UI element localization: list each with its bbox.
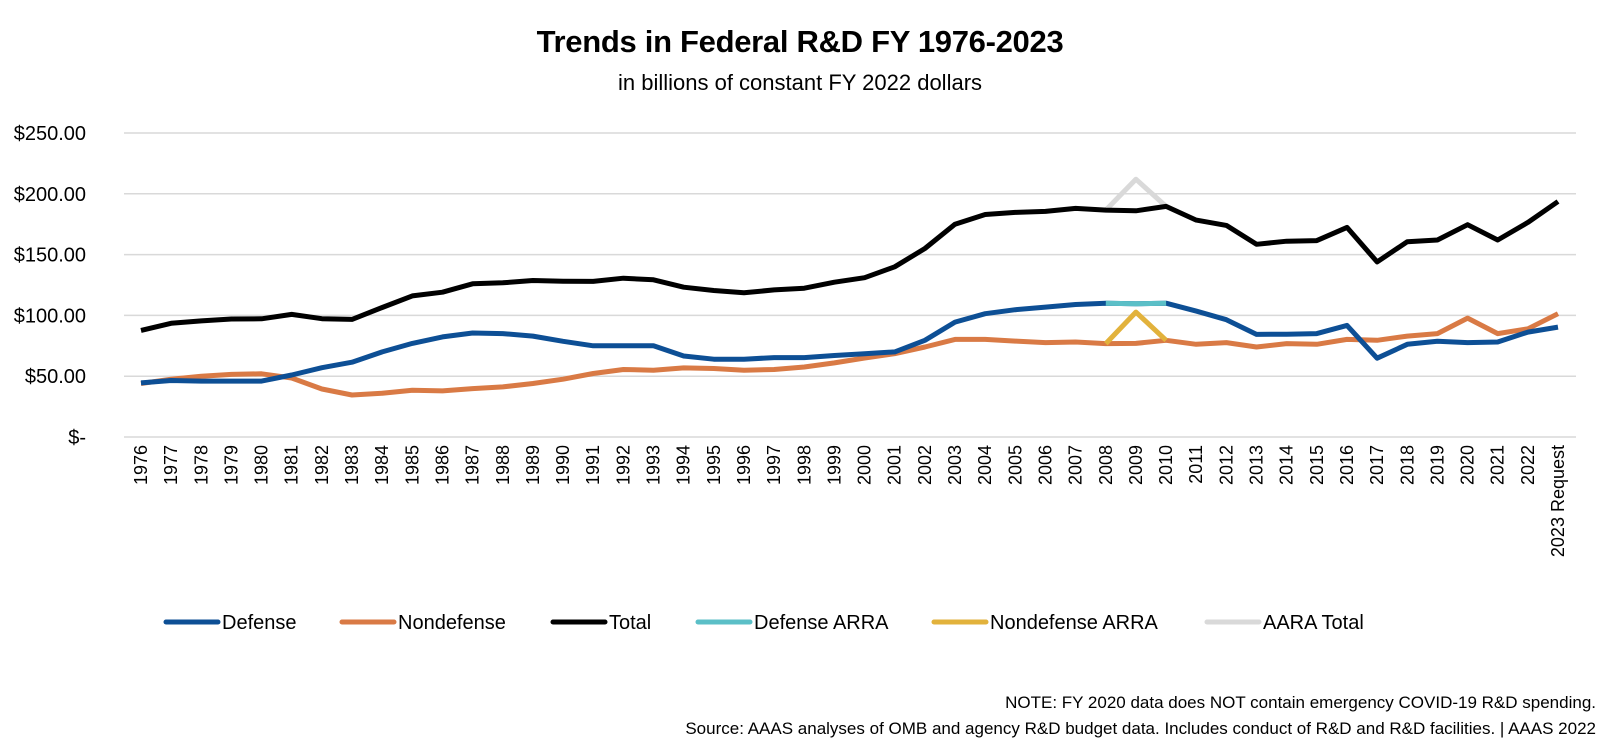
x-tick-label: 1977: [161, 445, 181, 485]
x-tick-label: 2009: [1126, 445, 1146, 485]
y-tick-label: $50.00: [25, 366, 86, 388]
y-tick-label: $250.00: [14, 123, 86, 145]
gridlines: [124, 132, 1576, 438]
x-tick-label: 2020: [1458, 445, 1478, 485]
x-tick-label: 2013: [1247, 445, 1267, 485]
x-tick-label: 1987: [463, 445, 483, 485]
x-tick-label: 1998: [794, 445, 814, 485]
x-tick-label: 2019: [1427, 445, 1447, 485]
x-tick-label: 1996: [734, 445, 754, 485]
legend-label: Defense ARRA: [754, 612, 889, 634]
source-note: Source: AAAS analyses of OMB and agency …: [685, 719, 1596, 738]
x-tick-label: 2016: [1337, 445, 1357, 485]
line-aara-total: [1104, 176, 1168, 212]
legend-label: Defense: [222, 612, 297, 634]
y-tick-label: $150.00: [14, 245, 86, 267]
x-tick-label: 2000: [855, 445, 875, 485]
x-tick-label: 2021: [1488, 445, 1508, 485]
x-tick-label: 1986: [432, 445, 452, 485]
series-defense-arra: [1105, 300, 1167, 307]
series-total: [140, 199, 1560, 333]
series-defense: [140, 300, 1559, 386]
line-nondefense-arra: [1103, 309, 1168, 346]
x-tick-label: 2015: [1307, 445, 1327, 485]
x-tick-label: 1976: [131, 445, 151, 485]
line-total: [140, 199, 1560, 333]
chart-title: Trends in Federal R&D FY 1976-2023: [536, 24, 1064, 59]
y-tick-label: $100.00: [14, 305, 86, 327]
x-tick-label: 2001: [885, 445, 905, 485]
x-tick-label: 1999: [824, 445, 844, 485]
x-tick-label: 1993: [644, 445, 664, 485]
x-tick-label: 1989: [523, 445, 543, 485]
x-tick-label: 2008: [1096, 445, 1116, 485]
x-tick-label: 2003: [945, 445, 965, 485]
x-axis: 1976 1977 1978 1979 1980 1981 1982 1983 1984 1985…: [131, 445, 1568, 557]
x-tick-label: 2014: [1277, 445, 1297, 485]
x-tick-label: 2004: [975, 445, 995, 485]
x-tick-label: 2007: [1066, 445, 1086, 485]
y-tick-label: $200.00: [14, 184, 86, 206]
legend-item-total[interactable]: Total: [550, 612, 651, 634]
y-axis: $- $50.00 $100.00 $150.00 $200.00 $250.00: [14, 123, 86, 449]
x-tick-label: 1978: [191, 445, 211, 485]
x-tick-label: 2017: [1367, 445, 1387, 485]
legend-item-nondefense-arra[interactable]: Nondefense ARRA: [931, 612, 1159, 634]
x-tick-label: 1980: [252, 445, 272, 485]
x-tick-label: 2006: [1035, 445, 1055, 485]
chart-subtitle: in billions of constant FY 2022 dollars: [617, 70, 983, 95]
series-nondefense: [140, 311, 1560, 398]
series-lines: [140, 176, 1560, 398]
x-tick-label: 1992: [613, 445, 633, 485]
x-tick-label: 1988: [493, 445, 513, 485]
x-tick-label: 1982: [312, 445, 332, 485]
x-tick-label: 1990: [553, 445, 573, 485]
x-tick-label: 1991: [583, 445, 603, 485]
x-tick-label: 1979: [221, 445, 241, 485]
y-tick-label: $-: [68, 427, 86, 449]
x-tick-label: 2002: [915, 445, 935, 485]
x-tick-label: 2022: [1518, 445, 1538, 485]
legend-item-nondefense[interactable]: Nondefense: [339, 612, 506, 634]
footnote: NOTE: FY 2020 data does NOT contain emer…: [1005, 693, 1596, 712]
legend-item-defense[interactable]: Defense: [163, 612, 297, 634]
legend-item-defense-arra[interactable]: Defense ARRA: [695, 612, 889, 634]
legend-item-aara-total[interactable]: AARA Total: [1204, 612, 1364, 634]
x-tick-label: 2023 Request: [1548, 445, 1568, 557]
legend-label: Nondefense ARRA: [990, 612, 1159, 634]
x-tick-label: 2010: [1156, 445, 1176, 485]
x-tick-label: 2005: [1005, 445, 1025, 485]
line-defense-arra: [1105, 300, 1167, 307]
x-tick-label: 1983: [342, 445, 362, 485]
legend: Defense Nondefense Total Defense ARRA Nondef…: [163, 612, 1364, 634]
x-tick-label: 1995: [704, 445, 724, 485]
legend-label: Total: [609, 612, 651, 634]
line-defense: [140, 300, 1559, 386]
x-tick-label: 1981: [282, 445, 302, 485]
x-tick-label: 2012: [1216, 445, 1236, 485]
x-tick-label: 1994: [674, 445, 694, 485]
x-tick-label: 2018: [1397, 445, 1417, 485]
legend-label: AARA Total: [1263, 612, 1364, 634]
x-tick-label: 1984: [372, 445, 392, 485]
series-nondefense-arra: [1103, 309, 1168, 346]
line-nondefense: [140, 311, 1560, 398]
x-tick-label: 1997: [764, 445, 784, 485]
series-aara-total: [1104, 176, 1168, 212]
x-tick-label: 1985: [402, 445, 422, 485]
x-tick-label: 2011: [1186, 445, 1206, 484]
legend-label: Nondefense: [398, 612, 506, 634]
